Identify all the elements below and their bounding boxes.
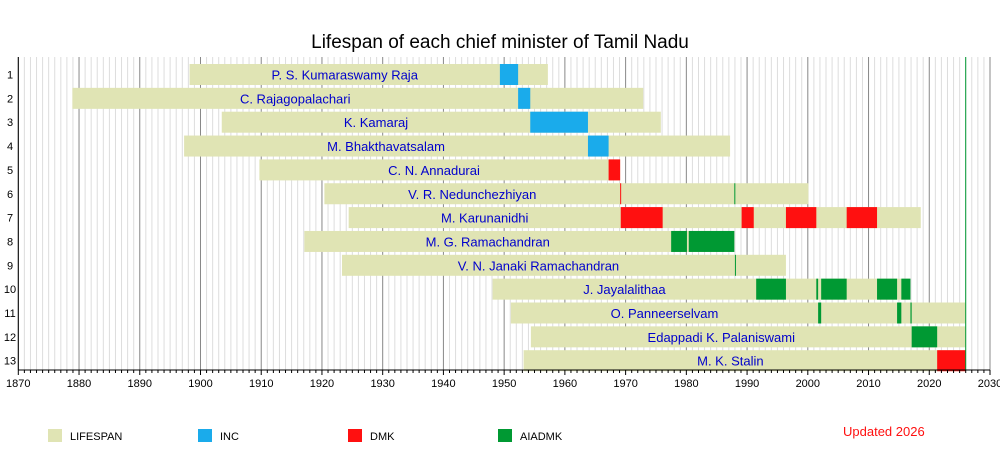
lifespan-bar [304,230,735,252]
legend: LIFESPAN INC DMK AIADMK [48,429,563,443]
row-number: 8 [7,236,13,248]
minister-name: J. Jayalalithaa [583,282,666,297]
legend-label-lifespan: LIFESPAN [70,431,122,443]
minister-name: C. N. Annadurai [388,163,480,178]
legend-label-inc: INC [220,431,239,443]
x-axis: 1870 1880 1890 1900 1910 1920 1930 1940 1950 1960… [6,57,1000,390]
term-bar-inc [499,64,519,85]
term-bar-aiadmk [910,302,912,324]
row-number: 11 [4,308,15,320]
minister-name: V. N. Janaki Ramachandran [458,258,619,273]
lifespan-bar [492,278,911,300]
term-bar-inc [518,87,531,109]
row-number: 3 [7,117,13,129]
term-bar-dmk [620,207,663,229]
row-number: 13 [4,356,16,368]
term-bar-dmk [785,207,817,229]
legend-swatch-inc [198,429,212,442]
row-number: 10 [4,284,16,296]
term-bar-aiadmk [688,230,735,252]
x-tick-label: 1980 [674,378,698,390]
term-bar-aiadmk [671,230,687,252]
minister-name: M. G. Ramachandran [426,234,550,249]
term-bar-aiadmk [756,278,786,300]
minister-name: P. S. Kumaraswamy Raja [272,68,419,83]
x-tick-label: 2000 [796,378,820,390]
term-bar-aiadmk [911,326,938,348]
updated-annotation: Updated 2026 [843,424,925,439]
lifespan-bar [341,254,786,276]
term-bar-aiadmk [877,278,898,300]
x-tick-label: 2020 [917,378,941,390]
row-number: 9 [7,260,13,272]
minister-name: M. Bhakthavatsalam [327,139,445,154]
lifespan-bar [189,64,548,85]
term-bar-dmk [741,207,754,229]
legend-label-dmk: DMK [370,431,395,443]
term-bar-aiadmk [734,183,736,205]
row-number: 5 [7,165,13,177]
x-tick-label: 1970 [613,378,637,390]
legend-swatch-lifespan [48,429,62,442]
term-bar-aiadmk [897,302,902,324]
x-tick-label: 1920 [310,378,334,390]
minister-name: O. Panneerselvam [611,306,719,321]
term-bar-inc [587,135,609,157]
lifespan-bar [184,135,731,157]
lifespan-bar [221,111,661,133]
term-bar-aiadmk [901,278,911,300]
x-tick-label: 1890 [128,378,152,390]
minister-name: M. K. Stalin [697,354,763,369]
x-tick-label: 2030 [978,378,1000,390]
minister-name: V. R. Nedunchezhiyan [408,187,536,202]
term-bar-dmk [608,159,621,181]
lifespan-bar [523,350,966,372]
x-tick-label: 1900 [188,378,212,390]
row-number: 12 [4,332,16,344]
row-number: 7 [7,213,13,225]
minister-name: Edappadi K. Palaniswami [648,330,796,345]
lifespan-bar [530,326,966,348]
term-bar-dmk [937,350,966,372]
term-bar-aiadmk [821,278,847,300]
term-bar-aiadmk [816,278,819,300]
x-tick-label: 1950 [492,378,516,390]
lifespan-bar [259,159,621,181]
lifespan-bar [72,87,644,109]
x-tick-label: 1960 [553,378,577,390]
term-bar-dmk [620,183,622,205]
row-number: 2 [7,93,13,105]
term-bar-aiadmk [818,302,822,324]
lifespan-bar [324,183,809,205]
x-tick-label: 1990 [735,378,759,390]
legend-label-aiadmk: AIADMK [520,431,563,443]
x-tick-label: 2010 [856,378,880,390]
legend-swatch-dmk [348,429,362,442]
minister-name: K. Kamaraj [344,115,408,130]
term-bar-dmk [846,207,878,229]
x-tick-label: 1930 [370,378,394,390]
x-tick-label: 1940 [431,378,455,390]
lifespan-bar [510,302,966,324]
x-tick-label: 1910 [249,378,273,390]
row-number: 6 [7,189,13,201]
chart-title: Lifespan of each chief minister of Tamil… [311,32,689,53]
row-number: 4 [7,141,13,153]
minister-name: M. Karunanidhi [441,211,529,226]
term-bar-inc [530,111,588,133]
x-tick-label: 1870 [6,378,30,390]
term-bar-aiadmk [734,254,736,276]
legend-swatch-aiadmk [498,429,512,442]
x-tick-label: 1880 [67,378,91,390]
row-number: 1 [7,70,13,82]
bars: 1 P. S. Kumaraswamy Raja 2 C. Rajagopalacha… [4,57,967,372]
minister-name: C. Rajagopalachari [240,91,351,106]
